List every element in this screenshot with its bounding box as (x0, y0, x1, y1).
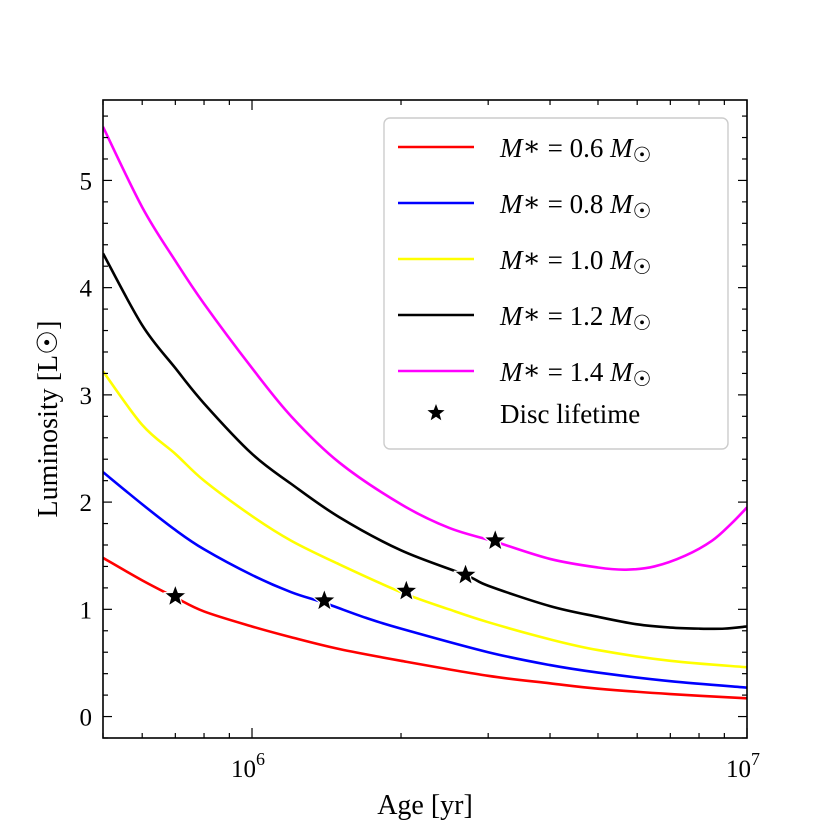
y-tick-label: 5 (80, 168, 93, 195)
x-axis-label: Age [yr] (377, 790, 473, 821)
series-line-m1-0 (103, 370, 747, 669)
legend-label-m1-2: M∗ = 1.2 M☉ (499, 299, 651, 335)
plot-frame (102, 99, 748, 739)
y-tick-label: 3 (80, 383, 93, 410)
x-tick-label: 106 (231, 749, 265, 783)
disc-lifetime-star (453, 562, 478, 586)
disc-lifetime-star (312, 588, 337, 612)
y-tick-label: 2 (80, 490, 93, 517)
series-line-m0-8 (103, 471, 747, 689)
legend-label-m1-0: M∗ = 1.0 M☉ (499, 243, 651, 279)
disc-lifetime-markers (163, 528, 508, 612)
y-axis-label: Luminosity [L☉] (33, 321, 64, 518)
y-tick-label: 1 (80, 597, 93, 624)
legend: M∗ = 0.6 M☉ M∗ = 0.8 M☉ M∗ = 1.0 M☉ M∗ = 1.… (383, 117, 729, 450)
y-tick-label: 0 (80, 705, 93, 732)
disc-lifetime-star (163, 583, 188, 607)
legend-label-disc-lifetime: Disc lifetime (500, 399, 640, 429)
disc-lifetime-star (394, 578, 419, 602)
y-tick-label: 4 (80, 276, 93, 303)
series-line-m0-6 (103, 556, 747, 700)
legend-label-m0-8: M∗ = 0.8 M☉ (499, 187, 651, 223)
legend-label-m1-4: M∗ = 1.4 M☉ (499, 355, 651, 391)
x-tick-label: 107 (726, 749, 760, 783)
disc-lifetime-star (483, 528, 508, 552)
legend-box (383, 117, 729, 450)
legend-label-m0-6: M∗ = 0.6 M☉ (499, 131, 651, 167)
series-line-m1-4 (103, 126, 747, 571)
legend-swatch-disc-lifetime (427, 404, 445, 421)
series-lines (103, 126, 747, 700)
